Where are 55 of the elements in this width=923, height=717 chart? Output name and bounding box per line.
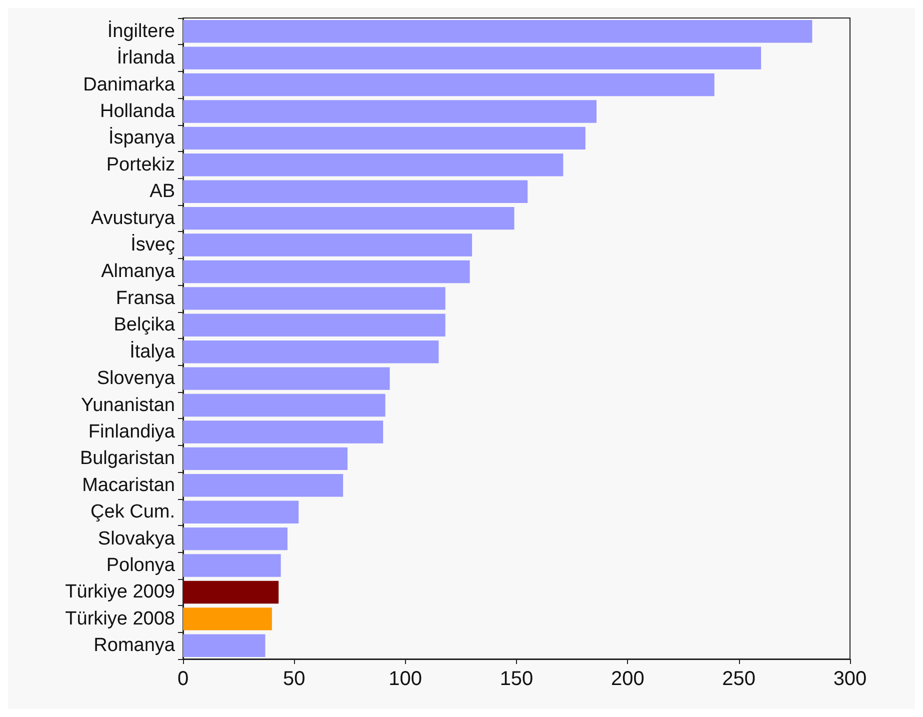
y-tick-label: İspanya — [108, 126, 176, 149]
y-tick-label: İngiltere — [107, 20, 175, 42]
y-tick-label: İsveç — [130, 234, 175, 256]
bar — [183, 126, 586, 150]
y-tick-label: Macaristan — [82, 474, 175, 496]
bar — [183, 206, 514, 230]
bar — [183, 73, 714, 96]
bar — [183, 580, 279, 604]
y-tick-label: Hollanda — [100, 100, 176, 122]
y-tick-label: Finlandiya — [88, 421, 176, 442]
bar — [183, 367, 390, 390]
y-tick-label: Türkiye 2008 — [65, 608, 175, 630]
y-tick-label: Türkiye 2009 — [65, 582, 175, 603]
x-tick-label: 200 — [610, 668, 644, 690]
y-tick-label: AB — [150, 181, 175, 202]
y-tick-label: Almanya — [101, 261, 176, 282]
bar — [183, 46, 762, 70]
y-tick-label: Belçika — [114, 314, 176, 336]
y-tick-label: Romanya — [94, 635, 176, 656]
y-tick-label: Bulgaristan — [80, 448, 175, 470]
bar — [183, 20, 812, 43]
y-tick-label: Yunanistan — [80, 394, 175, 416]
bar — [183, 634, 266, 657]
x-tick-label: 50 — [283, 668, 306, 690]
x-tick-label: 0 — [177, 668, 189, 690]
bar — [183, 154, 564, 176]
bar — [183, 474, 344, 497]
y-tick-label: Çek Cum. — [90, 502, 175, 523]
y-tick-label: Avusturya — [90, 208, 176, 229]
y-tick-label: Fransa — [116, 288, 176, 309]
bar — [183, 287, 446, 310]
bar — [183, 314, 446, 336]
y-tick-label: Slovenya — [96, 368, 176, 390]
bar — [183, 608, 272, 630]
bar — [183, 527, 288, 550]
x-tick-label: 150 — [500, 668, 534, 690]
x-tick-label: 100 — [388, 668, 422, 690]
y-tick-label: Portekiz — [106, 154, 175, 176]
bar — [183, 180, 528, 203]
y-tick-label: İtalya — [130, 340, 176, 362]
bar — [183, 260, 470, 284]
y-tick-label: Danimarka — [83, 74, 176, 96]
y-tick-label: Polonya — [106, 555, 176, 576]
bar — [183, 554, 281, 577]
y-tick-label: İrlanda — [116, 46, 176, 69]
y-tick-label: Slovakya — [98, 528, 176, 550]
x-tick-label: 300 — [833, 668, 867, 690]
bar — [183, 394, 386, 417]
x-tick-label: 250 — [722, 668, 756, 690]
bar — [183, 100, 597, 123]
bar — [183, 340, 439, 364]
bar — [183, 234, 472, 256]
bar — [183, 447, 348, 470]
bar — [183, 500, 299, 524]
bar — [183, 420, 384, 444]
